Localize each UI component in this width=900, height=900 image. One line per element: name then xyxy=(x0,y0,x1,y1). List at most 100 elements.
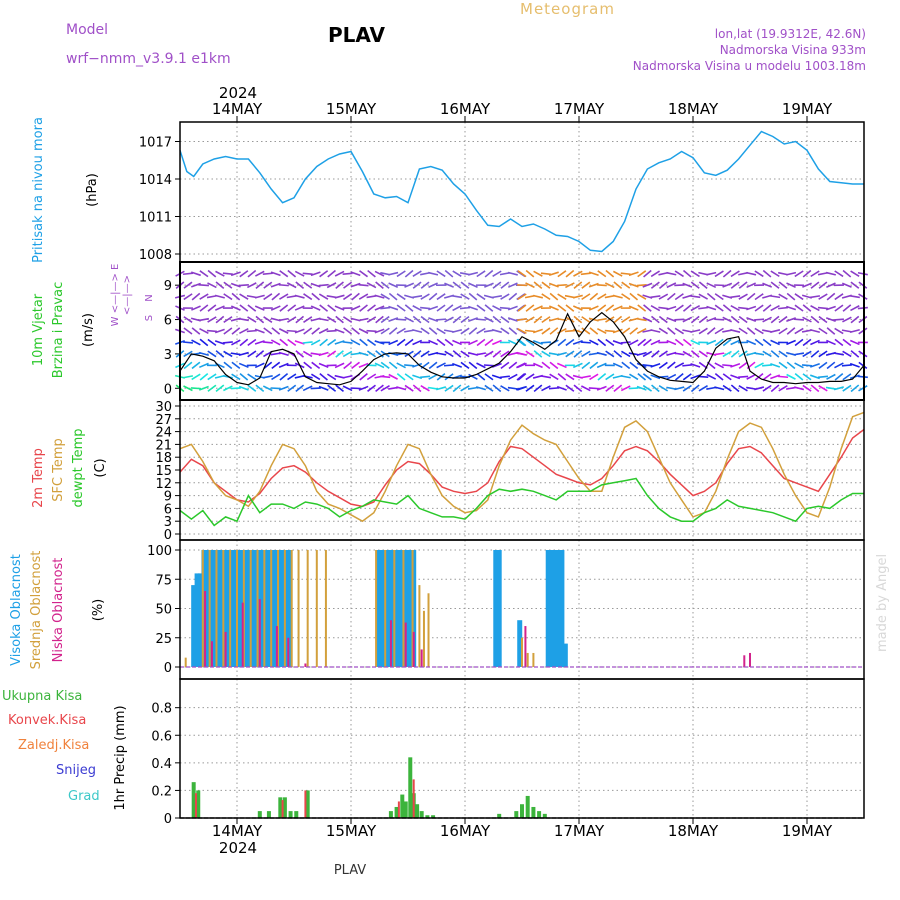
wind-arrow xyxy=(533,270,543,277)
xtick-label-top: 15MAY xyxy=(326,100,377,118)
wind-arrow xyxy=(350,339,361,346)
ytick-label: 6 xyxy=(164,314,172,329)
wind-arrow xyxy=(810,281,820,289)
wind-arrow xyxy=(492,339,502,346)
sfc-temp-line xyxy=(179,411,865,523)
wind-arrow xyxy=(714,373,724,381)
wind-arrow xyxy=(500,385,510,392)
wind-arrow xyxy=(310,352,321,356)
wind-arrow xyxy=(334,270,345,277)
wind-arrow xyxy=(785,271,797,276)
wind-arrow xyxy=(549,305,559,311)
wind-arrow xyxy=(452,270,462,278)
wind-arrow xyxy=(263,361,273,370)
wind-arrow xyxy=(303,316,313,323)
high-cloud-bar xyxy=(208,550,214,667)
wind-arrow xyxy=(605,384,615,392)
wind-arrow xyxy=(658,361,668,369)
wind-arrow xyxy=(596,351,607,356)
wind-arrow xyxy=(738,350,748,358)
wind-arrow xyxy=(858,327,868,335)
ytick-label: 0 xyxy=(164,661,172,676)
wind-arrow xyxy=(738,361,748,369)
wind-arrow xyxy=(230,387,241,390)
wind-arrow xyxy=(350,305,361,311)
ytick-label: 27 xyxy=(155,413,172,428)
wind-arrow xyxy=(549,373,559,381)
wind-arrow xyxy=(476,293,486,301)
ytick-label: 0.8 xyxy=(151,702,172,717)
wind-arrow xyxy=(754,362,764,369)
wind-arrow xyxy=(239,304,249,312)
wind-arrow xyxy=(239,328,249,334)
high-cloud-bar xyxy=(383,550,389,667)
wind-arrow xyxy=(637,304,647,312)
wind-arrow xyxy=(810,315,820,324)
wind-arrow xyxy=(278,385,289,391)
wind-arrow xyxy=(682,384,692,392)
wind-arrow xyxy=(596,327,607,335)
wind-arrow xyxy=(206,329,217,333)
wind-arrow xyxy=(270,271,281,277)
wind-arrow xyxy=(636,351,647,357)
wind-arrow xyxy=(388,339,399,346)
wind-arrow xyxy=(311,327,321,335)
wind-arrow xyxy=(287,338,297,347)
wind-arrow xyxy=(443,364,455,367)
wind-arrow xyxy=(467,386,479,390)
wind-arrow xyxy=(722,338,732,347)
precip-total-bar xyxy=(514,811,519,818)
precip-total-bar xyxy=(403,801,408,818)
wind-arrow xyxy=(589,361,599,370)
wind-arrow xyxy=(565,269,575,278)
wind-arrow xyxy=(754,304,764,312)
wind-arrow xyxy=(637,270,647,278)
wind-arrow xyxy=(483,364,494,367)
wind-arrow xyxy=(605,350,615,358)
wind-arrow xyxy=(778,327,788,335)
wind-arrow xyxy=(420,350,430,358)
wind-arrow xyxy=(247,373,257,381)
wind-arrow xyxy=(666,305,677,311)
wind-arrow xyxy=(525,338,535,347)
wind-arrow xyxy=(565,304,575,312)
mid-cloud-bar xyxy=(418,585,421,667)
wind-arrow xyxy=(428,282,438,288)
wind-arrow xyxy=(778,385,788,392)
wind-arrow xyxy=(525,304,535,312)
wind-arrow xyxy=(842,269,852,278)
wind-arrow xyxy=(651,350,660,358)
wind-arrow xyxy=(666,282,677,289)
wind-arrow xyxy=(327,338,337,347)
wind-arrow xyxy=(786,305,797,311)
wind-arrow xyxy=(190,387,202,390)
wind-arrow xyxy=(476,270,486,278)
wind-arrow xyxy=(279,270,289,278)
precip-total-bar xyxy=(257,811,262,818)
wind-arrow xyxy=(794,362,804,369)
wind-arrow xyxy=(517,327,527,335)
wind-arrow xyxy=(770,281,780,289)
wind-arrow xyxy=(581,293,591,301)
wind-arrow xyxy=(834,338,844,347)
wind-arrow xyxy=(620,375,631,379)
high-cloud-bar xyxy=(252,550,258,667)
wind-arrow xyxy=(294,328,305,334)
wind-arrow xyxy=(612,270,623,277)
wind-arrow xyxy=(215,350,225,358)
precip-total-bar xyxy=(388,811,393,818)
wind-arrow xyxy=(690,281,700,289)
low-cloud-bar xyxy=(204,590,207,667)
wind-arrow xyxy=(255,270,265,277)
wind-arrow xyxy=(642,364,653,367)
wind-arrow xyxy=(674,318,685,321)
wind-arrow xyxy=(318,317,329,322)
wind-arrow xyxy=(754,270,764,278)
wind-arrow xyxy=(525,282,535,289)
wind-arrow xyxy=(516,284,528,287)
wind-arrow xyxy=(642,350,653,358)
wind-arrow xyxy=(541,361,551,370)
wind-arrow xyxy=(533,384,543,393)
wind-arrow xyxy=(548,271,559,277)
